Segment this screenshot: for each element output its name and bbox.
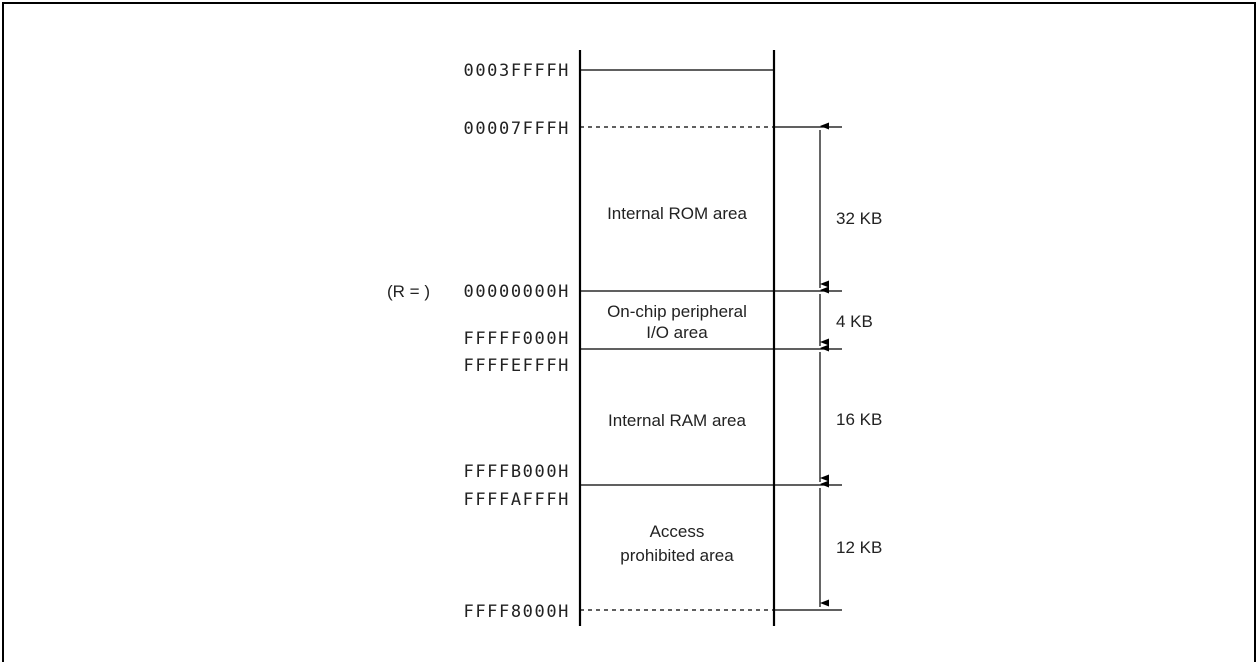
address-label-0003ffff: 0003FFFFH — [463, 61, 570, 81]
size-label-prohibited: 12 KB — [836, 538, 882, 557]
size-label-rom: 32 KB — [836, 209, 882, 228]
area-label-io-line2: I/O area — [646, 323, 708, 342]
address-label-00007fff: 00007FFFH — [463, 119, 570, 139]
address-label-fffefff: FFFFEFFFH — [463, 356, 570, 376]
area-label-prohibited-line1: Access — [650, 522, 705, 541]
area-label-ram: Internal RAM area — [608, 411, 746, 430]
address-label-fffff000: FFFFF000H — [463, 329, 570, 349]
address-label-00000000: 00000000H — [463, 282, 570, 302]
area-label-rom: Internal ROM area — [607, 204, 747, 223]
area-label-prohibited-line2: prohibited area — [620, 546, 734, 565]
area-label-io-line1: On-chip peripheral — [607, 302, 747, 321]
address-label-ffffb000: FFFFB000H — [463, 462, 570, 482]
size-label-ram: 16 KB — [836, 410, 882, 429]
address-label-ffffafff: FFFFAFFFH — [463, 490, 570, 510]
size-label-io: 4 KB — [836, 312, 873, 331]
address-label-ffff8000: FFFF8000H — [463, 602, 570, 622]
r-prefix-label: (R = ) — [387, 282, 430, 301]
